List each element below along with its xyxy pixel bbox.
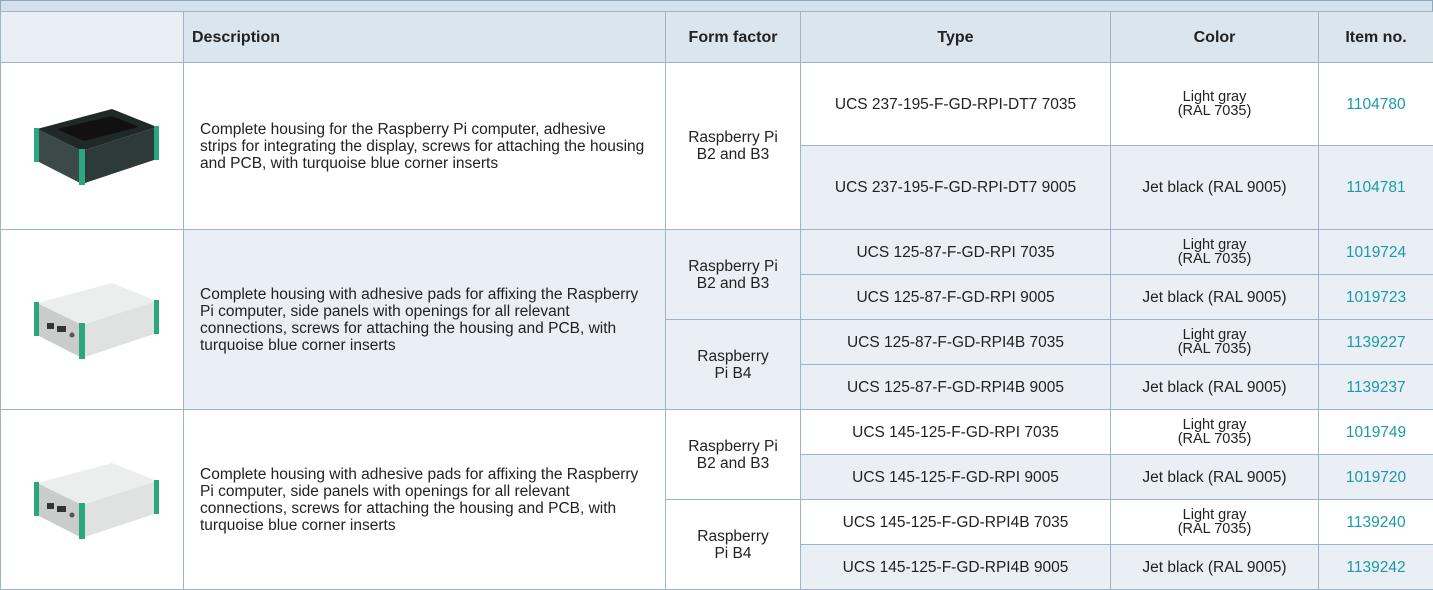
type-cell: UCS 237-195-F-GD-RPI-DT7 7035	[801, 63, 1111, 146]
color-cell: Jet black (RAL 9005)	[1111, 146, 1319, 230]
table-row: Complete housing for the Raspberry Pi co…	[1, 63, 1433, 146]
item-number[interactable]: 1139227	[1319, 320, 1433, 365]
table-row: Complete housing with adhesive pads for …	[1, 230, 1433, 275]
header-cell: Form factor	[666, 12, 801, 63]
table-row: Complete housing with adhesive pads for …	[1, 410, 1433, 455]
image-cell	[1, 230, 184, 410]
product-image	[17, 263, 167, 373]
color-cell: Jet black (RAL 9005)	[1111, 545, 1319, 590]
form-factor-cell: Raspberry Pi B2 and B3	[666, 63, 801, 230]
color-cell: Light gray (RAL 7035)	[1111, 63, 1319, 146]
type-cell: UCS 125-87-F-GD-RPI4B 9005	[801, 365, 1111, 410]
item-number[interactable]: 1139237	[1319, 365, 1433, 410]
type-cell: UCS 125-87-F-GD-RPI 7035	[801, 230, 1111, 275]
color-cell: Jet black (RAL 9005)	[1111, 365, 1319, 410]
description-cell: Complete housing with adhesive pads for …	[184, 230, 666, 410]
product-image	[17, 443, 167, 553]
item-number[interactable]: 1139240	[1319, 500, 1433, 545]
color-cell: Light gray (RAL 7035)	[1111, 500, 1319, 545]
type-cell: UCS 125-87-F-GD-RPI 9005	[801, 275, 1111, 320]
type-cell: UCS 145-125-F-GD-RPI 7035	[801, 410, 1111, 455]
description-cell: Complete housing for the Raspberry Pi co…	[184, 63, 666, 230]
item-number[interactable]: 1019723	[1319, 275, 1433, 320]
header-cell: Color	[1111, 12, 1319, 63]
form-factor-cell: Raspberry Pi B2 and B3	[666, 230, 801, 320]
header-cell: Type	[801, 12, 1111, 63]
color-cell: Jet black (RAL 9005)	[1111, 275, 1319, 320]
header-cell	[1, 12, 184, 63]
item-number[interactable]: 1019724	[1319, 230, 1433, 275]
type-cell: UCS 145-125-F-GD-RPI 9005	[801, 455, 1111, 500]
top-strip	[0, 0, 1433, 11]
item-number[interactable]: 1104780	[1319, 63, 1433, 146]
form-factor-cell: Raspberry Pi B4	[666, 320, 801, 410]
type-cell: UCS 145-125-F-GD-RPI4B 9005	[801, 545, 1111, 590]
color-cell: Light gray (RAL 7035)	[1111, 230, 1319, 275]
item-number[interactable]: 1019749	[1319, 410, 1433, 455]
type-cell: UCS 237-195-F-GD-RPI-DT7 9005	[801, 146, 1111, 230]
color-cell: Jet black (RAL 9005)	[1111, 455, 1319, 500]
header-cell: Description	[184, 12, 666, 63]
image-cell	[1, 410, 184, 590]
header-cell: Item no.	[1319, 12, 1433, 63]
color-cell: Light gray (RAL 7035)	[1111, 410, 1319, 455]
form-factor-cell: Raspberry Pi B4	[666, 500, 801, 590]
type-cell: UCS 125-87-F-GD-RPI4B 7035	[801, 320, 1111, 365]
image-cell	[1, 63, 184, 230]
product-image	[17, 89, 167, 199]
form-factor-cell: Raspberry Pi B2 and B3	[666, 410, 801, 500]
item-number[interactable]: 1019720	[1319, 455, 1433, 500]
table-body: Complete housing for the Raspberry Pi co…	[1, 63, 1433, 590]
item-number[interactable]: 1139242	[1319, 545, 1433, 590]
color-cell: Light gray (RAL 7035)	[1111, 320, 1319, 365]
description-cell: Complete housing with adhesive pads for …	[184, 410, 666, 590]
item-number[interactable]: 1104781	[1319, 146, 1433, 230]
type-cell: UCS 145-125-F-GD-RPI4B 7035	[801, 500, 1111, 545]
